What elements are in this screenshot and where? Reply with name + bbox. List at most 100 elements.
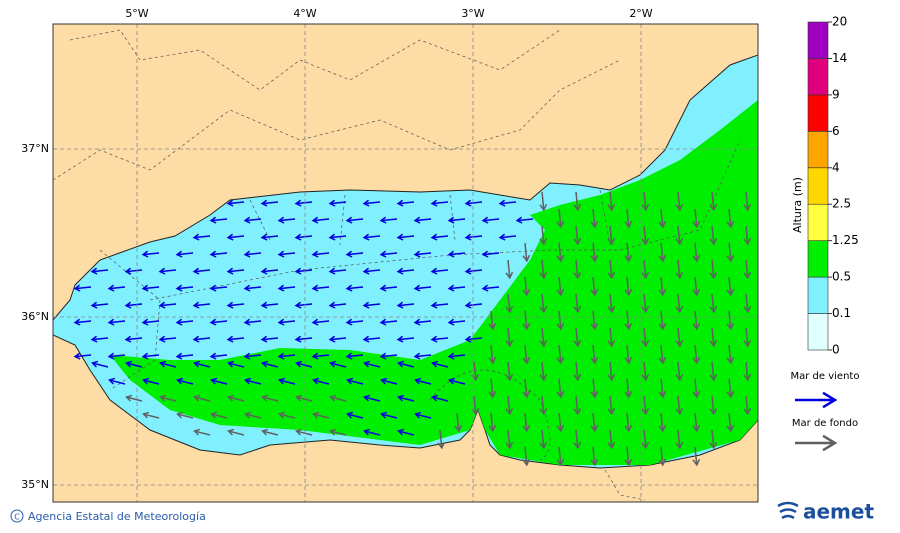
arrow: [573, 395, 582, 416]
arrow: [397, 394, 415, 402]
arrow: [488, 412, 497, 433]
arrow: [260, 199, 279, 207]
arrow: [295, 394, 313, 402]
arrow: [90, 335, 109, 343]
arrow: [743, 293, 752, 314]
arrow: [505, 429, 514, 450]
arrow: [175, 250, 194, 258]
arrow: [692, 208, 701, 229]
colorbar-segment: [807, 21, 829, 59]
arrow: [107, 284, 126, 292]
arrow: [414, 411, 432, 419]
arrow: [261, 428, 279, 436]
arrow: [692, 378, 701, 399]
arrow: [277, 216, 296, 224]
arrow: [607, 395, 616, 416]
arrow: [243, 352, 262, 360]
arrow: [539, 259, 548, 280]
arrow: [641, 327, 650, 348]
arrow: [176, 411, 194, 419]
arrow: [743, 225, 752, 246]
arrow: [192, 335, 211, 343]
arrow: [141, 250, 160, 258]
arrow: [107, 352, 126, 360]
arrow: [107, 318, 126, 326]
colorbar-segment: [807, 313, 829, 351]
arrow: [675, 293, 684, 314]
arrow: [380, 377, 398, 385]
arrow: [346, 411, 364, 419]
arrow: [311, 284, 330, 292]
colorbar-label: 6: [832, 124, 840, 138]
arrow: [607, 361, 616, 382]
arrow: [226, 233, 245, 241]
arrow: [362, 199, 381, 207]
map-frame: [52, 23, 759, 503]
arrow: [624, 276, 633, 297]
arrow: [396, 233, 415, 241]
arrow: [522, 446, 531, 467]
logo: aemet: [777, 500, 874, 524]
arrow: [692, 344, 701, 365]
arrow: [447, 318, 466, 326]
arrow: [311, 318, 330, 326]
lat-label: 37°N: [21, 142, 49, 155]
arrow: [709, 429, 718, 450]
arrow: [175, 284, 194, 292]
arrow: [624, 446, 633, 467]
arrow: [573, 259, 582, 280]
arrow: [379, 352, 398, 360]
arrow: [414, 377, 432, 385]
arrow: [743, 327, 752, 348]
arrow: [277, 352, 296, 360]
arrow: [396, 335, 415, 343]
arrow: [73, 284, 92, 292]
arrow: [277, 318, 296, 326]
arrow: [413, 318, 432, 326]
colorbar-label: 1.25: [832, 233, 859, 247]
arrow: [624, 242, 633, 263]
arrow: [413, 216, 432, 224]
arrow: [488, 310, 497, 331]
arrow: [396, 267, 415, 275]
arrow: [641, 429, 650, 450]
arrow: [209, 250, 228, 258]
arrow: [243, 216, 262, 224]
arrow: [226, 199, 245, 207]
arrow: [363, 394, 381, 402]
arrow: [396, 301, 415, 309]
colorbar-segment: [807, 94, 829, 132]
arrow: [328, 233, 347, 241]
arrow: [590, 310, 599, 331]
arrow: [539, 429, 548, 450]
arrow: [556, 344, 565, 365]
arrow: [539, 361, 548, 382]
arrow: [743, 259, 752, 280]
arrow: [692, 446, 701, 467]
lat-label: 36°N: [21, 310, 49, 323]
arrow: [244, 377, 262, 385]
arrow: [124, 301, 143, 309]
arrow: [192, 267, 211, 275]
arrow: [709, 361, 718, 382]
arrow: [379, 216, 398, 224]
arrow: [556, 310, 565, 331]
arrow: [709, 293, 718, 314]
arrow: [675, 395, 684, 416]
colorbar-segment: [807, 58, 829, 96]
arrow: [90, 301, 109, 309]
arrow: [505, 293, 514, 314]
arrow: [447, 352, 466, 360]
colorbar-segment: [807, 276, 829, 314]
arrow: [590, 242, 599, 263]
arrow: [431, 394, 449, 402]
arrow: [209, 318, 228, 326]
arrow: [209, 352, 228, 360]
arrow: [362, 267, 381, 275]
colorbar-label: 20: [832, 15, 847, 29]
arrow: [311, 216, 330, 224]
arrow: [125, 394, 143, 402]
arrow: [556, 242, 565, 263]
colorbar-label: 14: [832, 51, 847, 65]
